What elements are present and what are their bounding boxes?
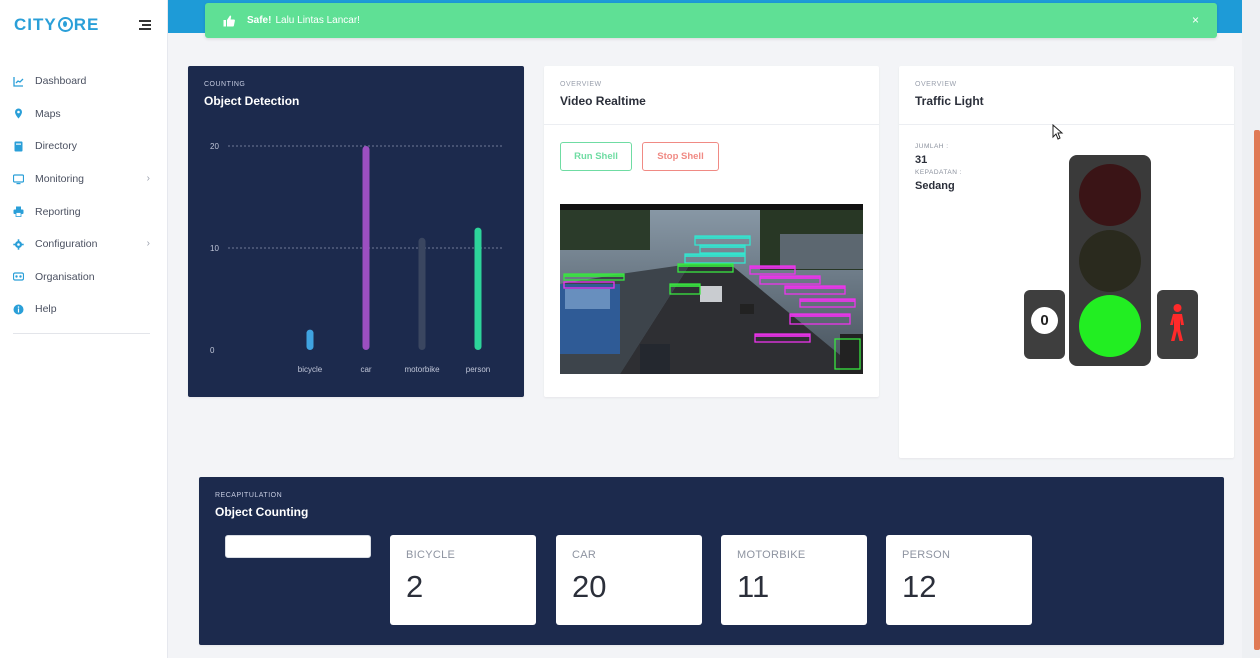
sidebar-item-label: Dashboard	[35, 75, 87, 88]
sidebar-item-label: Help	[35, 303, 57, 316]
sidebar-item-label: Reporting	[35, 205, 81, 218]
kepadatan-label: KEPADATAN :	[915, 169, 963, 176]
video-frame	[560, 204, 863, 374]
card-title: Object Detection	[204, 94, 300, 108]
sidebar-item-label: Directory	[35, 140, 78, 153]
stat-label: PERSON	[902, 549, 951, 561]
kepadatan-value: Sedang	[915, 180, 955, 192]
sidebar-item-monitoring[interactable]: Monitoring ›	[0, 163, 168, 196]
info-icon	[13, 304, 24, 315]
stat-label: BICYCLE	[406, 549, 456, 561]
traffic-stats: JUMLAH : 31 KEPADATAN : Sedang	[915, 143, 962, 192]
card-subtitle: OVERVIEW	[915, 81, 957, 88]
menu-toggle-button[interactable]	[139, 20, 151, 30]
sidebar-item-help[interactable]: Help	[0, 293, 168, 326]
stat-label: MOTORBIKE	[737, 549, 806, 561]
traffic-light-card: OVERVIEW Traffic Light JUMLAH : 31 KEPAD…	[899, 66, 1234, 458]
thumbs-up-icon	[223, 15, 235, 27]
chevron-right-icon: ›	[146, 172, 150, 184]
card-title: Object Counting	[215, 505, 309, 519]
object-detection-chart: 0 10 20 bicycle car motorbike person	[210, 142, 504, 374]
stat-card-car: CAR 20	[556, 535, 702, 625]
chevron-right-icon: ›	[146, 237, 150, 249]
stat-label: CAR	[572, 549, 597, 561]
sidebar-item-organisation[interactable]: Organisation	[0, 261, 168, 294]
object-counting-card: RECAPITULATION Object Counting	[199, 477, 1224, 645]
sidebar-item-label: Configuration	[35, 238, 98, 251]
gear-icon	[13, 239, 24, 250]
card-subtitle: COUNTING	[204, 81, 246, 88]
book-icon	[13, 141, 24, 152]
red-lamp	[1079, 164, 1141, 226]
bar-bicycle	[306, 329, 314, 350]
stop-shell-button[interactable]: Stop Shell	[642, 142, 719, 171]
chart-line-icon	[13, 76, 24, 87]
stat-card-bicycle: BICYCLE 2	[390, 535, 536, 625]
stat-card-person: PERSON 12	[886, 535, 1032, 625]
map-pin-icon	[13, 108, 24, 119]
alert-message: Lalu Lintas Lancar!	[275, 15, 360, 26]
logo-text-re: RE	[73, 15, 100, 34]
bar-car	[362, 146, 370, 350]
sidebar-item-label: Monitoring	[35, 173, 85, 186]
sidebar-item-label: Organisation	[35, 270, 95, 283]
stat-card-motorbike: MOTORBIKE 11	[721, 535, 867, 625]
green-lamp	[1079, 295, 1141, 357]
bar-motorbike	[418, 237, 426, 350]
sidebar-item-label: Maps	[35, 107, 61, 120]
sidebar-item-dashboard[interactable]: Dashboard	[0, 65, 168, 98]
card-title: Video Realtime	[560, 94, 646, 108]
pedestrian-icon	[1170, 304, 1184, 341]
stat-value: 2	[406, 569, 424, 604]
stat-value: 12	[902, 569, 937, 604]
object-detection-card: 0 10 20 bicycle car motorbike person COUNTING …	[188, 66, 524, 397]
sidebar-nav: Dashboard Maps Directory Monitoring › Re…	[0, 65, 168, 326]
monitor-icon	[13, 173, 24, 185]
countdown-counter: 0	[1031, 307, 1058, 334]
card-subtitle: RECAPITULATION	[215, 492, 283, 499]
stat-value: 11	[737, 569, 770, 604]
card-subtitle: OVERVIEW	[560, 81, 602, 88]
sidebar-item-directory[interactable]: Directory	[0, 130, 168, 163]
filter-input[interactable]	[225, 535, 371, 558]
x-tick-label: car	[360, 365, 371, 374]
bar-person	[474, 227, 482, 350]
jumlah-value: 31	[915, 154, 928, 166]
page-scrollbar-thumb[interactable]	[1254, 130, 1260, 650]
logo-text-city: CITY	[14, 15, 57, 34]
x-tick-label: motorbike	[404, 365, 440, 374]
y-tick-label: 20	[210, 142, 219, 151]
sidebar: CITY RE Dashboard Maps Directory Monitori…	[0, 0, 168, 658]
countdown-box: 0	[1024, 290, 1065, 359]
logo-drop-icon	[57, 17, 73, 32]
sidebar-item-configuration[interactable]: Configuration ›	[0, 228, 168, 261]
y-tick-label: 10	[210, 244, 219, 253]
printer-icon	[13, 206, 24, 218]
pedestrian-signal	[1157, 290, 1198, 359]
sidebar-item-maps[interactable]: Maps	[0, 98, 168, 131]
stat-value: 20	[572, 569, 607, 604]
video-stream[interactable]	[560, 204, 863, 374]
card-title: Traffic Light	[915, 94, 984, 108]
sidebar-divider	[13, 333, 150, 334]
x-tick-label: person	[466, 365, 490, 374]
yellow-lamp	[1079, 230, 1141, 292]
traffic-light	[1069, 155, 1151, 366]
x-tick-label: bicycle	[298, 365, 323, 374]
y-tick-label: 0	[210, 346, 215, 355]
jumlah-label: JUMLAH :	[915, 143, 949, 150]
close-icon[interactable]: ×	[1191, 13, 1199, 27]
mouse-cursor-icon	[1052, 124, 1064, 140]
run-shell-button[interactable]: Run Shell	[560, 142, 632, 171]
alert-title: Safe!	[247, 15, 272, 26]
success-alert: Safe! Lalu Lintas Lancar! ×	[205, 3, 1217, 38]
sidebar-item-reporting[interactable]: Reporting	[0, 195, 168, 228]
app-logo[interactable]: CITY RE	[14, 15, 99, 35]
sitemap-icon	[13, 271, 24, 282]
